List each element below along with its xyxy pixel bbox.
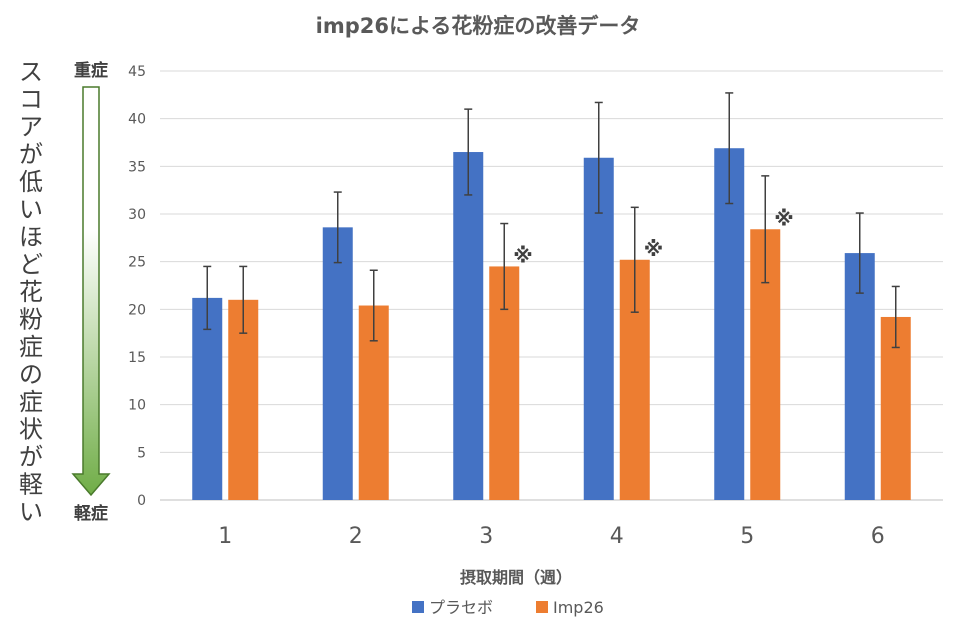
chart-title: imp26による花粉症の改善データ	[316, 14, 641, 38]
y-tick-label: 15	[128, 350, 146, 366]
y-axis-label-char: 症	[19, 333, 43, 361]
y-axis-label-char: い	[19, 196, 43, 224]
y-axis-label-char: ス	[19, 58, 43, 86]
y-axis-label-char: い	[19, 498, 43, 526]
y-tick-label: 10	[128, 398, 146, 414]
significance-mark: ※	[774, 206, 793, 230]
x-tick-label: 1	[218, 524, 232, 549]
error-bars	[203, 92, 900, 349]
y-tick-label: 45	[128, 64, 146, 80]
y-axis-label-char: 状	[19, 416, 43, 444]
significance-marks: ※ ※ ※	[513, 206, 793, 267]
severity-bottom-label: 軽症	[74, 503, 108, 524]
bar-placebo-week-5	[714, 148, 745, 500]
y-axis-label-char: が	[19, 443, 43, 471]
legend-swatch-placebo	[412, 601, 424, 613]
severity-arrow-shape	[71, 86, 111, 497]
y-axis-label-char: が	[19, 141, 43, 169]
gridlines	[160, 70, 943, 501]
legend-label-placebo: プラセボ	[429, 598, 493, 617]
bar-placebo-week-1	[192, 297, 223, 500]
y-axis-label-char: ど	[19, 251, 43, 279]
y-axis-label-char: 粉	[19, 306, 43, 334]
y-axis-label-char: 花	[19, 278, 43, 306]
y-tick-label: 20	[128, 302, 146, 318]
y-axis-label-char: 軽	[19, 471, 43, 499]
x-tick-label: 3	[479, 524, 493, 549]
legend-label-imp26: Imp26	[553, 598, 604, 617]
significance-mark: ※	[644, 237, 663, 261]
bar-placebo-week-3	[453, 152, 484, 501]
y-axis-label-char: コ	[19, 86, 43, 114]
y-axis-ticks: 0 5 10 15 20 25 30 35 40 45	[128, 64, 146, 509]
x-tick-label: 6	[871, 524, 885, 549]
bar-placebo-week-6	[844, 253, 875, 500]
bar-placebo-week-2	[322, 227, 353, 500]
y-tick-label: 35	[128, 159, 146, 175]
y-axis-label-char: の	[19, 361, 43, 389]
y-tick-label: 5	[137, 445, 146, 461]
y-tick-label: 0	[137, 493, 146, 509]
y-tick-label: 25	[128, 255, 146, 271]
bar-placebo-week-4	[583, 157, 614, 500]
x-tick-label: 4	[610, 524, 624, 549]
x-axis-label: 摂取期間（週）	[460, 568, 572, 587]
y-axis-label-char: ほ	[19, 223, 43, 251]
severity-arrow: 重症 軽症	[71, 60, 111, 524]
x-tick-label: 5	[740, 524, 754, 549]
x-axis-ticks: 1 2 3 4 5 6	[218, 524, 885, 549]
y-tick-label: 30	[128, 207, 146, 223]
legend-swatch-imp26	[536, 601, 548, 613]
bars	[192, 148, 911, 501]
severity-top-label: 重症	[74, 60, 108, 81]
y-axis-label-char: 低	[19, 168, 43, 196]
y-axis-label-char: ア	[19, 113, 43, 141]
x-tick-label: 2	[349, 524, 363, 549]
legend: プラセボ Imp26	[412, 598, 604, 617]
significance-mark: ※	[513, 243, 532, 267]
y-axis-label-char: 症	[19, 388, 43, 416]
y-tick-label: 40	[128, 112, 146, 128]
